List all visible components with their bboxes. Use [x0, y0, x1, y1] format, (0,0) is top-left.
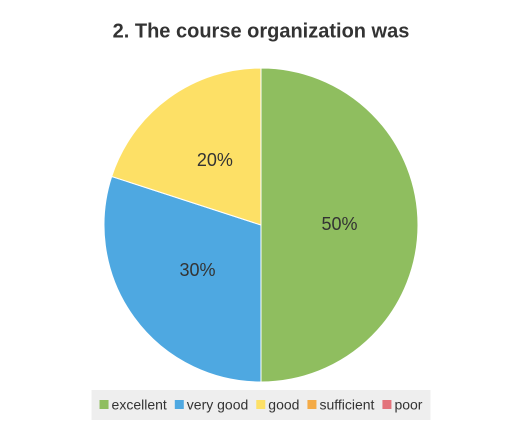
legend-label: sufficient: [319, 397, 374, 413]
data-label: 20%: [197, 150, 233, 170]
legend-swatch: [382, 400, 392, 409]
legend-swatch: [174, 400, 184, 409]
legend-label: very good: [187, 397, 248, 413]
pie-slice: [103, 175, 262, 383]
legend: excellent very good good sufficient poor: [91, 390, 431, 420]
data-label: 50%: [321, 214, 357, 234]
legend-label: good: [268, 397, 299, 413]
pie-slice: [260, 67, 419, 383]
legend-swatch: [307, 400, 317, 409]
legend-label: excellent: [112, 397, 167, 413]
pie-slice: [111, 67, 262, 226]
legend-swatch: [99, 400, 109, 409]
legend-label: poor: [394, 397, 422, 413]
chart-title: 2. The course organization was: [113, 20, 410, 42]
legend-swatch: [256, 400, 266, 409]
data-label: 30%: [179, 260, 215, 280]
